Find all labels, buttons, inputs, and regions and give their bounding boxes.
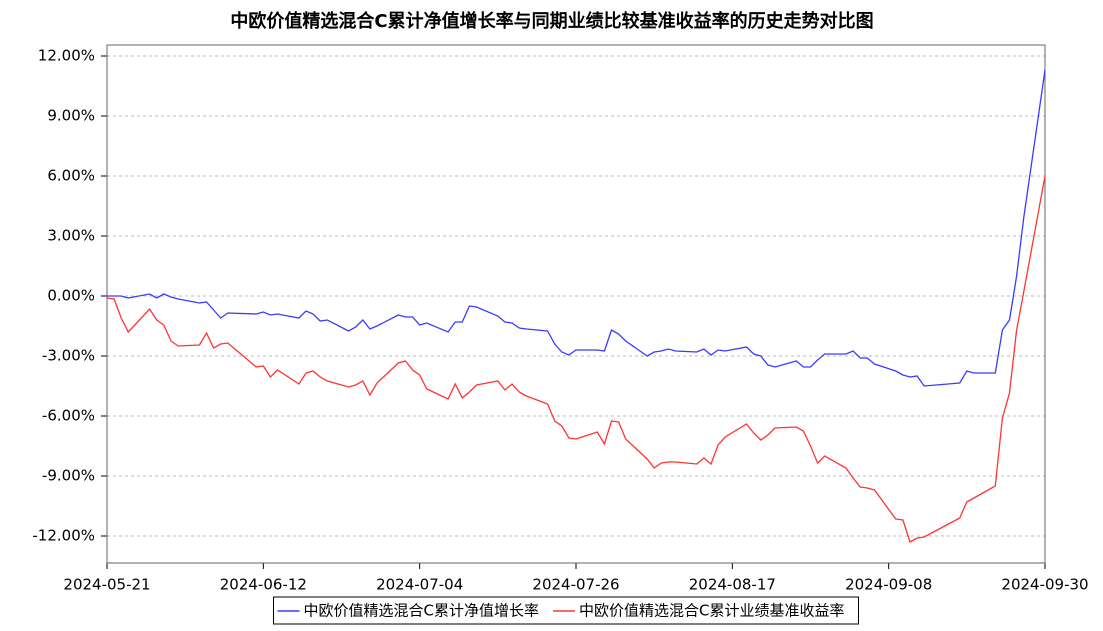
x-tick-label: 2024-05-21	[63, 576, 150, 594]
series-line	[106, 175, 1046, 543]
x-tick-label: 2024-07-26	[532, 576, 619, 594]
x-tick-label: 2024-09-30	[1001, 576, 1088, 594]
x-tick-label: 2024-08-17	[689, 576, 776, 594]
chart-title: 中欧价值精选混合C累计净值增长率与同期业绩比较基准收益率的历史走势对比图	[230, 10, 873, 32]
x-tick-label: 2024-06-12	[220, 576, 307, 594]
y-tick-label: -12.00%	[32, 527, 95, 545]
y-tick-label: 6.00%	[47, 167, 95, 185]
series-line	[107, 69, 1046, 387]
x-tick-label: 2024-07-04	[376, 576, 463, 594]
x-tick-label: 2024-09-08	[845, 576, 932, 594]
legend-label: 中欧价值精选混合C累计业绩基准收益率	[579, 602, 844, 620]
y-tick-label: -3.00%	[42, 347, 95, 365]
y-tick-label: 12.00%	[38, 47, 95, 65]
plot-frame	[106, 44, 1046, 564]
y-tick-label: -9.00%	[42, 467, 95, 485]
y-tick-label: -6.00%	[42, 407, 95, 425]
y-tick-label: 0.00%	[47, 287, 95, 305]
y-tick-label: 9.00%	[47, 107, 95, 125]
y-tick-label: 3.00%	[47, 227, 95, 245]
legend-label: 中欧价值精选混合C累计净值增长率	[304, 602, 539, 620]
